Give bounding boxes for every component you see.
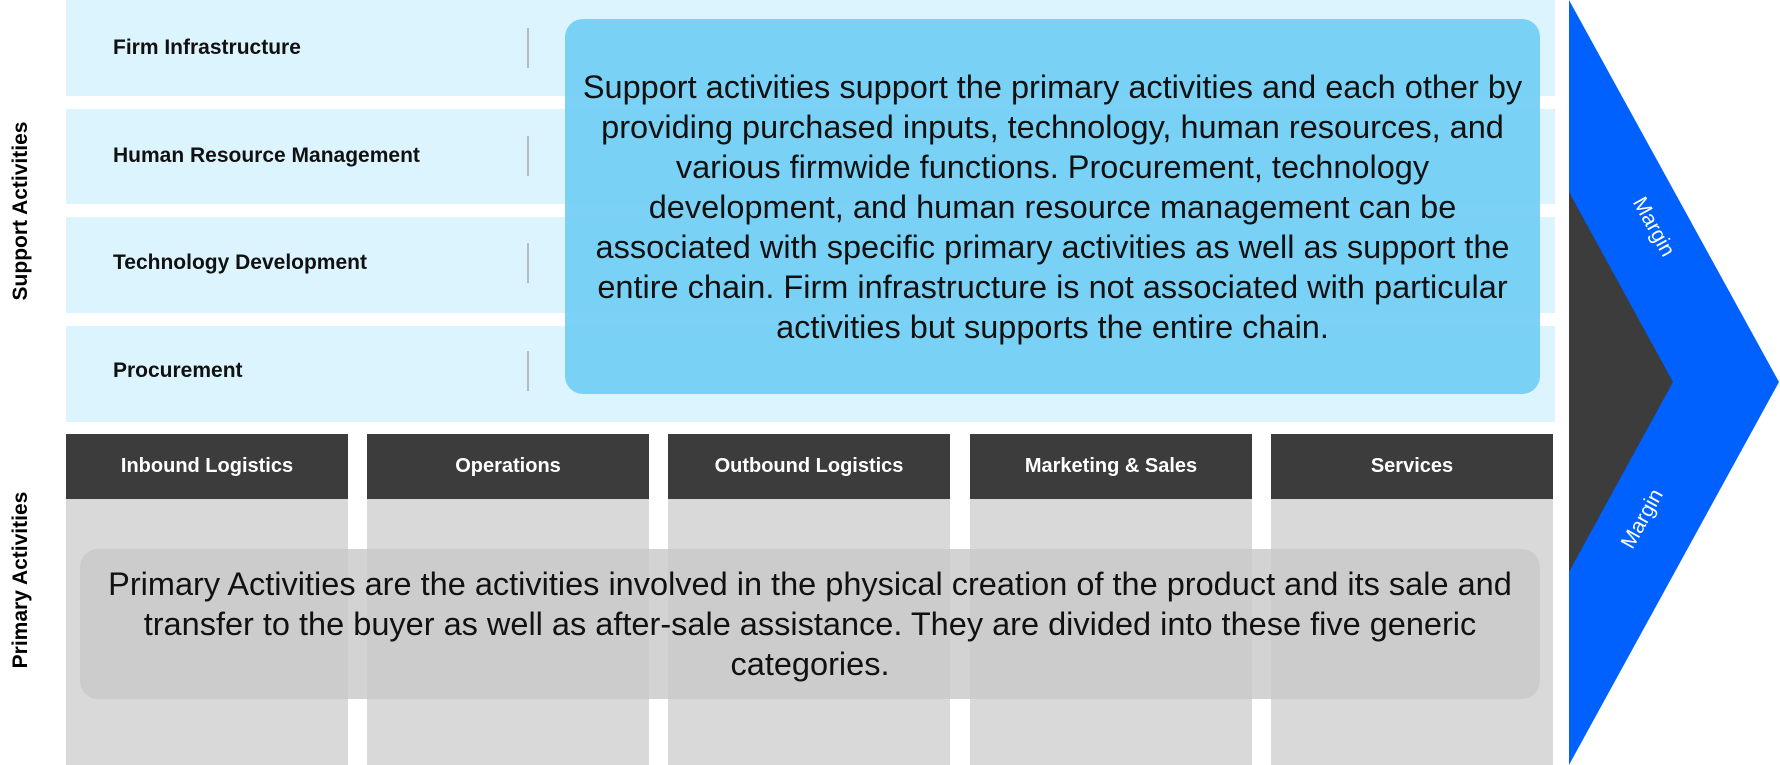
margin-arrow-shape: [1569, 0, 1779, 765]
support-description-text: Support activities support the primary a…: [582, 68, 1523, 345]
row-separator-tick: [527, 351, 529, 391]
primary-header-outbound-logistics: Outbound Logistics: [668, 434, 950, 499]
primary-header-services: Services: [1271, 434, 1553, 499]
primary-header-inbound-logistics: Inbound Logistics: [66, 434, 348, 499]
primary-header-operations: Operations: [367, 434, 649, 499]
support-row-technology-development: Technology Development: [113, 251, 367, 274]
row-separator-tick: [527, 243, 529, 283]
primary-header-marketing-sales: Marketing & Sales: [970, 434, 1252, 499]
primary-activities-label: Primary Activities: [9, 491, 32, 669]
support-row-human-resource-management: Human Resource Management: [113, 144, 420, 167]
support-description-callout: Support activities support the primary a…: [565, 19, 1540, 394]
support-row-procurement: Procurement: [113, 359, 243, 382]
primary-description-callout: Primary Activities are the activities in…: [80, 549, 1540, 699]
support-row-firm-infrastructure: Firm Infrastructure: [113, 36, 301, 59]
row-separator-tick: [527, 28, 529, 68]
support-activities-label: Support Activities: [9, 121, 32, 301]
margin-notch-shape: [1569, 192, 1673, 572]
row-separator-tick: [527, 136, 529, 176]
primary-description-text: Primary Activities are the activities in…: [108, 566, 1512, 682]
margin-chevron: Margin Margin: [1569, 0, 1779, 765]
